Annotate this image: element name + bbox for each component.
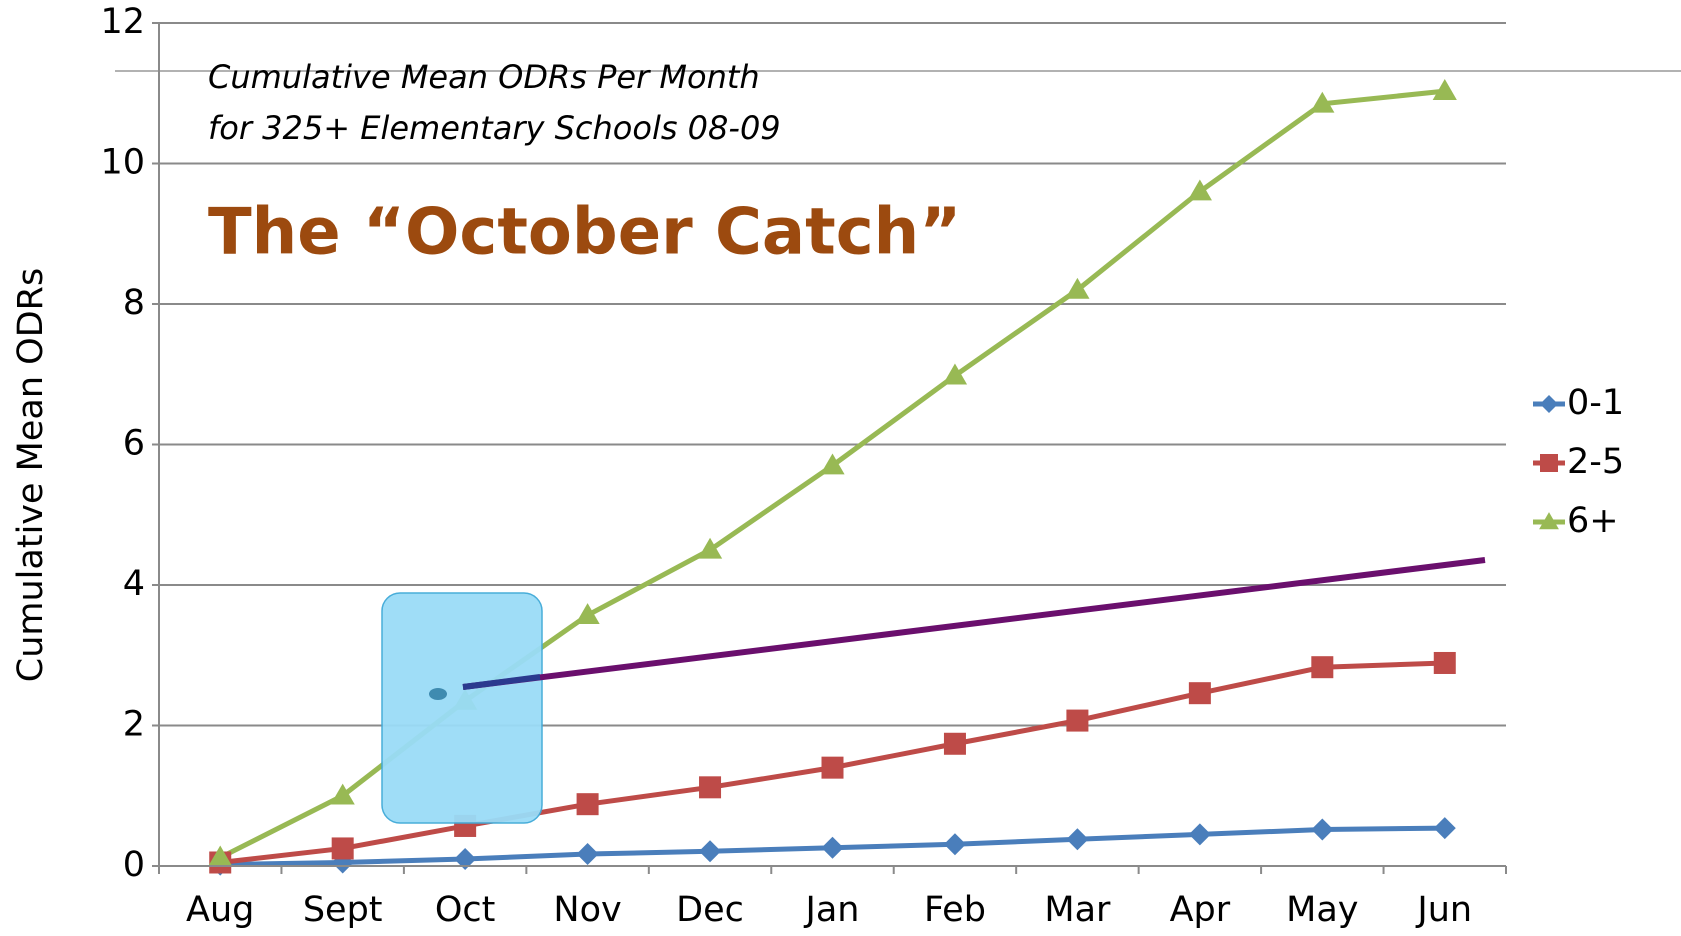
- legend: 0-1 2-5 6+: [1533, 383, 1624, 541]
- callout-dot: [429, 688, 447, 700]
- x-tick-label: Dec: [676, 890, 744, 930]
- data-point: [699, 840, 722, 863]
- x-tick-label: Sept: [303, 890, 383, 930]
- data-point: [208, 845, 233, 867]
- data-point: [943, 833, 966, 856]
- data-point: [575, 603, 600, 625]
- x-tick-label: May: [1286, 890, 1358, 930]
- data-point: [1311, 818, 1334, 841]
- data-point: [1188, 823, 1211, 846]
- x-tick-label: Apr: [1170, 890, 1231, 930]
- callout-line-start: [462, 674, 541, 690]
- data-point: [943, 732, 966, 755]
- x-tick-label: Jan: [804, 890, 860, 930]
- annotation-title: The “October Catch”: [208, 196, 961, 270]
- y-tick-label: 4: [123, 564, 145, 604]
- legend-marker: [1540, 454, 1558, 472]
- data-point: [331, 837, 354, 860]
- legend-label: 6+: [1567, 501, 1619, 541]
- x-tick-label: Jun: [1415, 890, 1472, 930]
- data-point: [1310, 91, 1335, 113]
- x-tick-label: Mar: [1044, 890, 1111, 930]
- data-point: [1188, 682, 1211, 705]
- y-tick-label: 6: [123, 424, 145, 464]
- y-tick-label: 10: [100, 143, 145, 183]
- data-point: [821, 836, 844, 859]
- data-point: [1065, 277, 1090, 299]
- data-point: [1187, 179, 1212, 201]
- data-point: [330, 783, 355, 805]
- data-point: [1433, 651, 1456, 674]
- subtitle-line: for 325+ Elementary Schools 08-09: [208, 109, 781, 147]
- x-tick-label: Feb: [924, 890, 986, 930]
- y-tick-label: 8: [123, 283, 145, 323]
- y-tick-label: 0: [123, 845, 145, 885]
- data-point: [576, 843, 599, 866]
- data-point: [820, 453, 845, 475]
- data-point: [821, 756, 844, 779]
- legend-label: 2-5: [1567, 442, 1624, 482]
- data-point: [1066, 828, 1089, 851]
- data-point: [1311, 656, 1334, 679]
- y-axis-label: Cumulative Mean ODRs: [11, 268, 51, 682]
- data-point: [1432, 79, 1457, 100]
- data-point: [1066, 709, 1089, 732]
- data-point: [576, 793, 599, 816]
- subtitle-line: Cumulative Mean ODRs Per Month: [208, 58, 760, 96]
- highlight-box: [381, 592, 543, 824]
- x-tick-label: Aug: [186, 890, 254, 930]
- callout-line: [462, 557, 1486, 690]
- data-point: [454, 847, 477, 870]
- x-tick-label: Oct: [435, 890, 496, 930]
- y-tick-label: 2: [123, 705, 145, 745]
- legend-marker: [1540, 395, 1558, 413]
- x-tick-label: Nov: [553, 890, 621, 930]
- y-tick-label: 12: [100, 2, 145, 42]
- data-point: [1433, 817, 1456, 840]
- legend-marker: [1539, 512, 1559, 530]
- data-point: [942, 363, 968, 385]
- legend-label: 0-1: [1567, 383, 1624, 423]
- data-point: [697, 537, 723, 559]
- data-point: [699, 776, 722, 799]
- plot-area: 0 2 4 6 8 10 12 Aug Sept Oct Nov Dec Jan Feb Mar Apr May…: [100, 2, 1507, 930]
